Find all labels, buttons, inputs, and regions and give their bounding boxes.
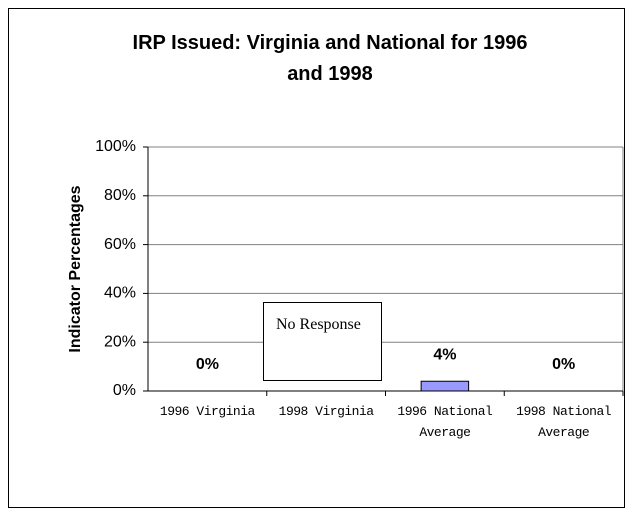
value-label: 4% bbox=[433, 346, 456, 363]
y-tick-label: 100% bbox=[95, 138, 136, 155]
annotation: No Response bbox=[263, 302, 382, 381]
x-tick-label: 1998 National Average bbox=[516, 404, 612, 440]
y-tick-label: 80% bbox=[104, 187, 136, 204]
bar bbox=[420, 380, 470, 392]
value-label: 0% bbox=[196, 356, 219, 373]
y-tick-label: 60% bbox=[104, 236, 136, 253]
value-label: 0% bbox=[552, 356, 575, 373]
y-tick-label: 40% bbox=[104, 285, 136, 302]
y-tick-label: 0% bbox=[113, 382, 136, 399]
x-tick-label: 1996 National Average bbox=[397, 404, 493, 440]
x-tick-label: 1996 Virginia bbox=[159, 404, 255, 419]
chart-title: IRP Issued: Virginia and National for 19… bbox=[132, 32, 528, 85]
x-tick-label: 1998 Virginia bbox=[278, 404, 374, 419]
y-tick-label: 20% bbox=[104, 333, 136, 350]
